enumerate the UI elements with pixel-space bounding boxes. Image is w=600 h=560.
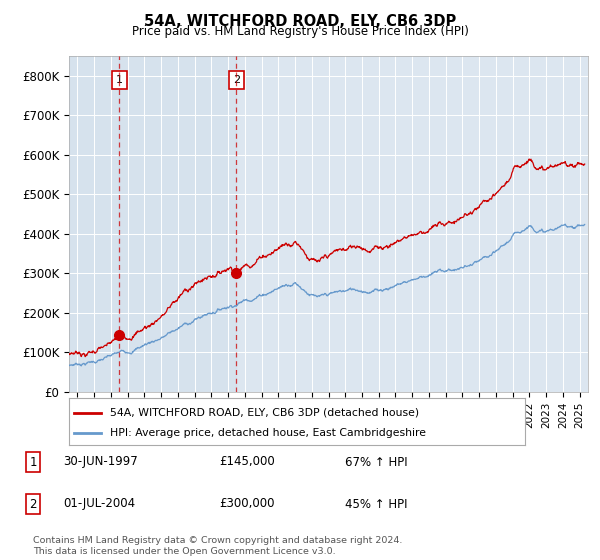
Text: £145,000: £145,000 xyxy=(219,455,275,469)
Text: 2: 2 xyxy=(29,497,37,511)
Text: 1: 1 xyxy=(29,455,37,469)
Bar xyxy=(119,56,236,392)
Text: 30-JUN-1997: 30-JUN-1997 xyxy=(63,455,138,469)
Text: 1: 1 xyxy=(116,74,123,85)
Text: 54A, WITCHFORD ROAD, ELY, CB6 3DP: 54A, WITCHFORD ROAD, ELY, CB6 3DP xyxy=(144,14,456,29)
Text: 45% ↑ HPI: 45% ↑ HPI xyxy=(345,497,407,511)
Text: 2: 2 xyxy=(233,74,240,85)
Bar xyxy=(69,56,119,392)
Text: HPI: Average price, detached house, East Cambridgeshire: HPI: Average price, detached house, East… xyxy=(110,428,426,438)
Text: 01-JUL-2004: 01-JUL-2004 xyxy=(63,497,135,511)
Text: £300,000: £300,000 xyxy=(219,497,275,511)
Text: 54A, WITCHFORD ROAD, ELY, CB6 3DP (detached house): 54A, WITCHFORD ROAD, ELY, CB6 3DP (detac… xyxy=(110,408,419,418)
Text: Price paid vs. HM Land Registry's House Price Index (HPI): Price paid vs. HM Land Registry's House … xyxy=(131,25,469,38)
Text: 67% ↑ HPI: 67% ↑ HPI xyxy=(345,455,407,469)
Text: Contains HM Land Registry data © Crown copyright and database right 2024.
This d: Contains HM Land Registry data © Crown c… xyxy=(33,536,403,556)
